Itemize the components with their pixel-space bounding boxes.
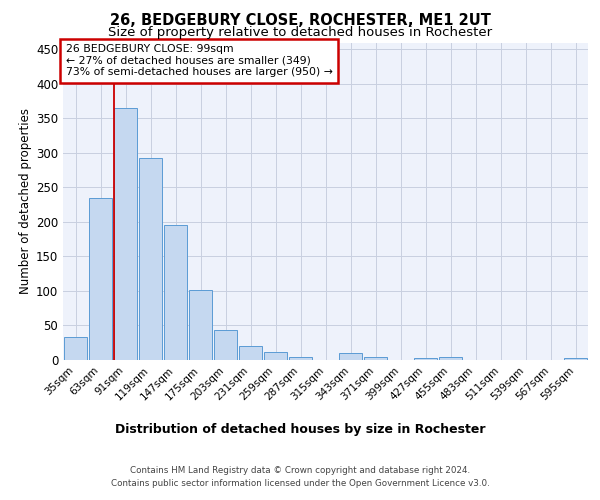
Y-axis label: Number of detached properties: Number of detached properties: [19, 108, 32, 294]
Bar: [364, 356, 387, 360]
Bar: [64, 337, 87, 360]
Bar: [89, 198, 112, 360]
Bar: [114, 108, 137, 360]
Bar: [239, 346, 262, 360]
Bar: [264, 352, 287, 360]
Text: Contains HM Land Registry data © Crown copyright and database right 2024.: Contains HM Land Registry data © Crown c…: [130, 466, 470, 475]
Text: Size of property relative to detached houses in Rochester: Size of property relative to detached ho…: [108, 26, 492, 39]
Bar: [289, 356, 312, 360]
Bar: [564, 358, 587, 360]
Bar: [139, 158, 162, 360]
Bar: [164, 224, 187, 360]
Text: Distribution of detached houses by size in Rochester: Distribution of detached houses by size …: [115, 422, 485, 436]
Bar: [214, 330, 237, 360]
Bar: [439, 356, 462, 360]
Bar: [189, 290, 212, 360]
Text: Contains public sector information licensed under the Open Government Licence v3: Contains public sector information licen…: [110, 479, 490, 488]
Bar: [414, 358, 437, 360]
Text: 26 BEDGEBURY CLOSE: 99sqm
← 27% of detached houses are smaller (349)
73% of semi: 26 BEDGEBURY CLOSE: 99sqm ← 27% of detac…: [65, 44, 332, 78]
Text: 26, BEDGEBURY CLOSE, ROCHESTER, ME1 2UT: 26, BEDGEBURY CLOSE, ROCHESTER, ME1 2UT: [110, 13, 490, 28]
Bar: [339, 353, 362, 360]
